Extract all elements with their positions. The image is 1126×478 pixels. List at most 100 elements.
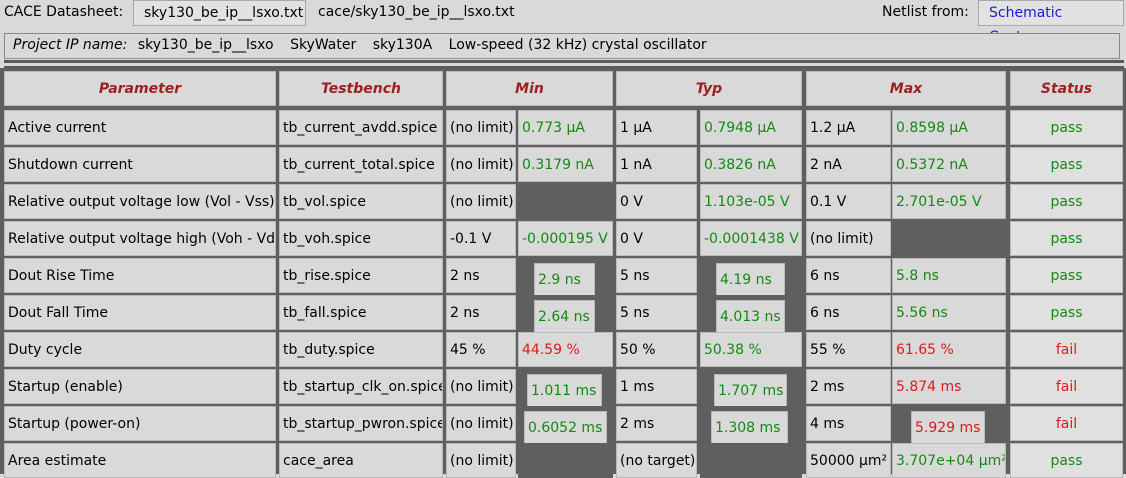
status-button[interactable]: pass (1010, 221, 1123, 256)
typ-spec-cell: 2 ms (616, 406, 697, 441)
header-testbench: Testbench (279, 71, 443, 106)
netlist-source-button[interactable]: Schematic Capture (978, 0, 1124, 45)
min-spec-cell: 2 ns (446, 295, 516, 330)
header-status: Status (1010, 71, 1123, 106)
max-spec-cell: 4 ms (806, 406, 891, 441)
typ-result-cell: 1.103e-05 V (700, 184, 802, 219)
max-spec-cell: 0.1 V (806, 184, 891, 219)
param-cell: Dout Rise Time (4, 258, 276, 293)
max-spec-cell: (no limit) (806, 221, 891, 256)
project-foundry: SkyWater (290, 37, 357, 53)
max-result-cell: 0.5372 nA (892, 147, 1006, 182)
typ-spec-cell: 1 ms (616, 369, 697, 404)
typ-spec-cell: 5 ns (616, 258, 697, 293)
min-result-cell: -0.000195 V (518, 221, 613, 256)
max-result-cell: 3.707e+04 µm² (892, 443, 1006, 478)
netlist-label: Netlist from: (882, 4, 969, 20)
datasheet-table: Parameter Testbench Min Typ Max Status Active … (0, 68, 1126, 478)
min-spec-cell: (no limit) (446, 147, 516, 182)
status-button[interactable]: fail (1010, 406, 1123, 441)
min-spec-cell: (no limit) (446, 184, 516, 219)
datasheet-file-button[interactable]: sky130_be_ip__lsxo.txt (133, 0, 306, 26)
status-button[interactable]: pass (1010, 184, 1123, 219)
typ-result-cell: -0.0001438 V (700, 221, 802, 256)
status-button[interactable]: pass (1010, 258, 1123, 293)
separator (4, 60, 1124, 63)
testbench-cell: tb_current_total.spice (279, 147, 443, 182)
min-result-cell: 0.773 µA (518, 110, 613, 145)
project-description: Low-speed (32 kHz) crystal oscillator (448, 37, 707, 53)
status-button[interactable]: fail (1010, 369, 1123, 404)
min-spec-cell: -0.1 V (446, 221, 516, 256)
typ-result-cell: 1.308 ms (711, 411, 788, 444)
typ-result-cell: 1.707 ms (714, 374, 787, 407)
typ-result-empty (700, 443, 802, 478)
min-result-cell: 2.9 ns (534, 263, 595, 296)
max-result-cell: 2.701e-05 V (892, 184, 1006, 219)
param-cell: Area estimate (4, 443, 276, 478)
project-label: Project IP name: (13, 37, 128, 53)
min-spec-cell: (no limit) (446, 110, 516, 145)
min-spec-cell: (no limit) (446, 443, 516, 478)
testbench-cell: tb_startup_pwron.spice (279, 406, 443, 441)
min-result-cell: 44.59 % (518, 332, 613, 367)
testbench-cell: cace_area (279, 443, 443, 478)
typ-spec-cell: 50 % (616, 332, 697, 367)
typ-result-cell: 4.013 ns (716, 300, 785, 333)
project-info-bar: Project IP name: sky130_be_ip__lsxo SkyW… (4, 33, 1120, 59)
max-result-cell: 5.874 ms (892, 369, 1006, 404)
datasheet-path: cace/sky130_be_ip__lsxo.txt (318, 4, 515, 20)
typ-spec-cell: 0 V (616, 221, 697, 256)
min-result-cell: 1.011 ms (527, 374, 602, 407)
testbench-cell: tb_rise.spice (279, 258, 443, 293)
status-button[interactable]: pass (1010, 443, 1123, 478)
header-max: Max (806, 71, 1006, 106)
param-cell: Active current (4, 110, 276, 145)
min-spec-cell: (no limit) (446, 369, 516, 404)
max-result-cell: 0.8598 µA (892, 110, 1006, 145)
param-cell: Relative output voltage low (Vol - Vss) (4, 184, 276, 219)
typ-spec-cell: 1 nA (616, 147, 697, 182)
typ-result-cell: 0.3826 nA (700, 147, 802, 182)
project-name: sky130_be_ip__lsxo (137, 37, 274, 53)
status-button[interactable]: fail (1010, 332, 1123, 367)
typ-spec-cell: (no target) (616, 443, 697, 478)
max-spec-cell: 50000 µm² (806, 443, 891, 478)
testbench-cell: tb_vol.spice (279, 184, 443, 219)
header-parameter: Parameter (4, 71, 276, 106)
min-result-cell: 2.64 ns (534, 300, 595, 333)
param-cell: Startup (power-on) (4, 406, 276, 441)
param-cell: Dout Fall Time (4, 295, 276, 330)
min-result-cell: 0.3179 nA (518, 147, 613, 182)
status-button[interactable]: pass (1010, 110, 1123, 145)
max-spec-cell: 1.2 µA (806, 110, 891, 145)
param-cell: Shutdown current (4, 147, 276, 182)
max-result-empty (892, 221, 1006, 256)
toolbar: CACE Datasheet: sky130_be_ip__lsxo.txt c… (0, 0, 1126, 45)
testbench-cell: tb_duty.spice (279, 332, 443, 367)
param-cell: Startup (enable) (4, 369, 276, 404)
min-result-cell: 0.6052 ms (524, 411, 607, 444)
max-result-cell: 5.56 ns (892, 295, 1006, 330)
param-cell: Duty cycle (4, 332, 276, 367)
typ-spec-cell: 5 ns (616, 295, 697, 330)
min-spec-cell: (no limit) (446, 406, 516, 441)
max-spec-cell: 55 % (806, 332, 891, 367)
header-min: Min (446, 71, 613, 106)
datasheet-label: CACE Datasheet: (4, 4, 124, 20)
max-result-cell: 5.929 ms (911, 411, 985, 444)
max-result-cell: 5.8 ns (892, 258, 1006, 293)
typ-result-cell: 50.38 % (700, 332, 802, 367)
typ-spec-cell: 1 µA (616, 110, 697, 145)
min-spec-cell: 45 % (446, 332, 516, 367)
typ-result-cell: 0.7948 µA (700, 110, 802, 145)
header-typ: Typ (616, 71, 802, 106)
max-spec-cell: 2 ms (806, 369, 891, 404)
typ-spec-cell: 0 V (616, 184, 697, 219)
testbench-cell: tb_current_avdd.spice (279, 110, 443, 145)
max-spec-cell: 6 ns (806, 258, 891, 293)
status-button[interactable]: pass (1010, 295, 1123, 330)
status-button[interactable]: pass (1010, 147, 1123, 182)
param-cell: Relative output voltage high (Voh - Vdd) (4, 221, 276, 256)
project-process: sky130A (372, 37, 433, 53)
